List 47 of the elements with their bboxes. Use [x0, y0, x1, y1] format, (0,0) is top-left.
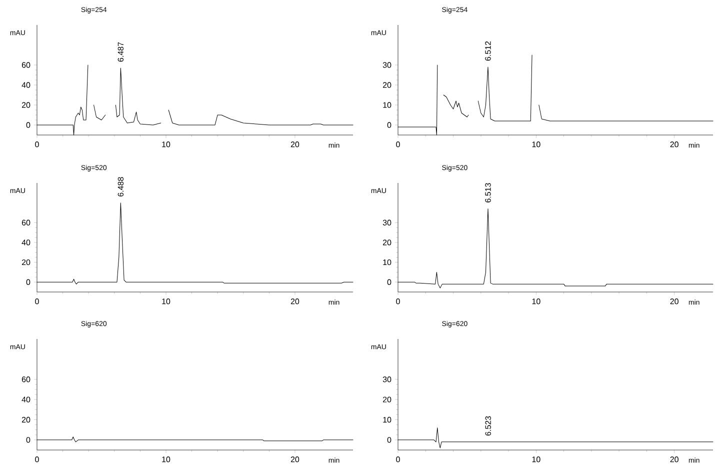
y-tick-label: 0 [387, 122, 392, 128]
x-tick-label: 0 [396, 456, 400, 462]
y-tick-label: 20 [382, 82, 392, 88]
y-tick-label: 40 [22, 240, 30, 246]
x-tick-label: 20 [670, 142, 678, 148]
y-tick-label: 20 [382, 240, 392, 246]
y-tick-label: 30 [382, 62, 392, 68]
y-tick-label: 0 [26, 279, 30, 285]
x-tick-label: 20 [670, 298, 678, 304]
x-tick-label: 0 [396, 298, 400, 304]
y-tick-label: 0 [26, 122, 30, 128]
y-tick-label: 60 [22, 376, 30, 382]
annotation: 6.513 [485, 183, 491, 202]
x-tick-label: 0 [35, 142, 39, 148]
y-tick-label: 10 [383, 102, 392, 108]
y-tick-label: 40 [22, 396, 30, 402]
x-tick-label: 10 [532, 298, 540, 304]
x-tick-label: 10 [162, 142, 170, 148]
x-tick-label: 20 [290, 456, 300, 462]
x-tick-label: 20 [290, 142, 300, 148]
annotation: 6.512 [485, 41, 491, 61]
x-tick-label: 20 [670, 456, 678, 462]
y-tick-label: 0 [387, 437, 392, 443]
x-tick-label: 10 [162, 456, 170, 462]
y-tick-label: 30 [382, 220, 392, 226]
annotation: 6.523 [485, 416, 491, 436]
y-tick-label: 40 [22, 82, 30, 88]
x-tick-label: 0 [396, 142, 400, 148]
x-tick-label: 10 [162, 298, 170, 304]
y-tick-label: 0 [26, 437, 30, 443]
y-tick-label: 20 [22, 259, 30, 266]
y-tick-label: 10 [383, 259, 392, 266]
y-tick-label: 30 [382, 376, 392, 382]
x-tick-label: 0 [35, 298, 39, 304]
annotation: 6.487 [118, 42, 124, 62]
y-tick-label: 10 [383, 416, 392, 423]
x-tick-label: 20 [290, 298, 300, 304]
y-tick-label: 60 [22, 62, 30, 68]
y-tick-label: 0 [387, 279, 392, 285]
annotation: 6.488 [118, 177, 124, 196]
y-tick-label: 60 [22, 220, 30, 226]
x-tick-label: 0 [35, 456, 39, 462]
x-tick-label: 10 [532, 456, 540, 462]
x-tick-label: 10 [532, 142, 540, 148]
y-tick-label: 20 [22, 416, 30, 423]
y-tick-label: 20 [382, 396, 392, 402]
y-tick-label: 20 [22, 102, 30, 108]
